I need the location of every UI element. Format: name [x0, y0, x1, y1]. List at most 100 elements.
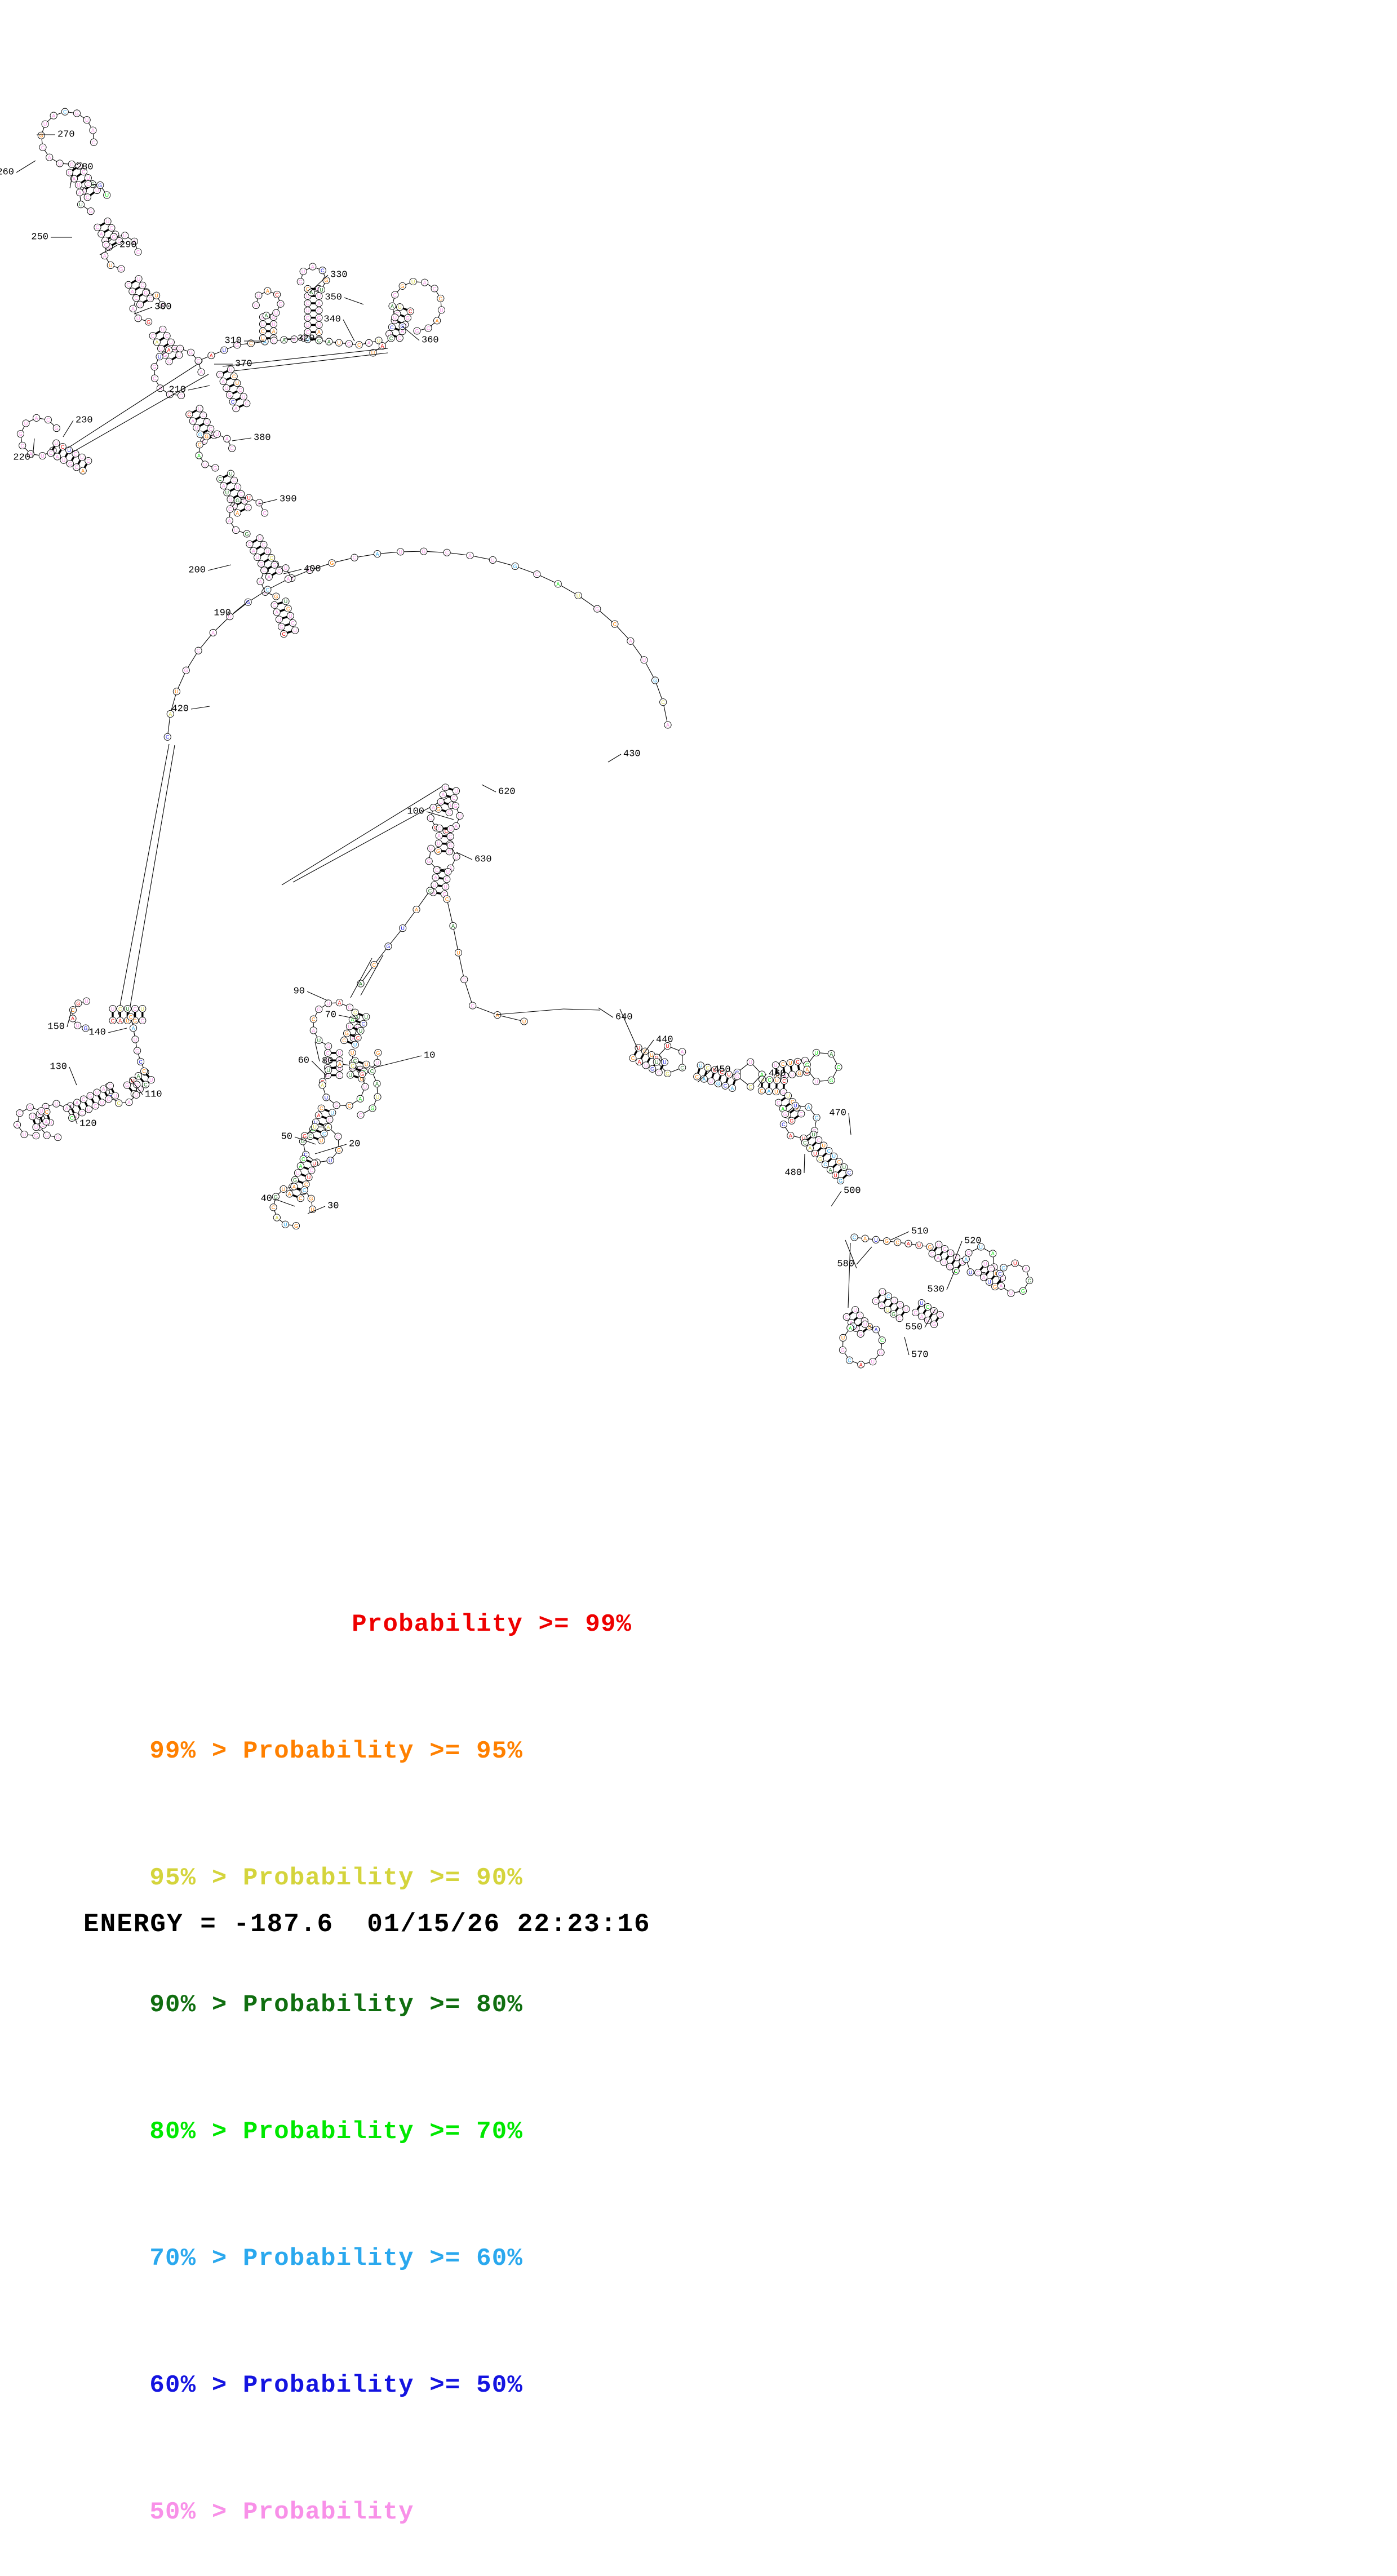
nucleotide: A [1023, 1265, 1030, 1272]
nucleotide: A [117, 1017, 123, 1024]
nucleotide-circle [145, 318, 152, 325]
nucleotide: C [815, 1136, 822, 1143]
nucleotide: U [453, 787, 459, 794]
nucleotide: C [446, 848, 453, 855]
nucleotide-circle [326, 1116, 333, 1123]
nucleotide-circle [109, 1005, 116, 1012]
nucleotide: U [438, 307, 445, 313]
nucleotide-circle [54, 453, 60, 460]
nucleotide-circle [326, 338, 332, 345]
nucleotide: C [357, 1112, 364, 1118]
nucleotide: A [555, 581, 561, 587]
nucleotide-circle [164, 733, 171, 740]
nucleotide: G [796, 1070, 803, 1077]
nucleotide: C [105, 1096, 112, 1103]
nucleotide: C [261, 567, 268, 574]
nucleotide: A [963, 1256, 969, 1263]
nucleotide-circle [1012, 1260, 1018, 1267]
legend-label-50: 60% > Probability >= 50% [149, 2371, 523, 2400]
nucleotide: C [227, 506, 233, 512]
nucleotide: A [309, 263, 316, 270]
nucleotide-circle [256, 535, 263, 542]
nucleotide-circle [437, 798, 444, 805]
nucleotide: U [53, 1100, 60, 1107]
nucleotide: U [862, 1321, 868, 1327]
nucleotide: U [94, 1089, 100, 1096]
nucleotide-circle [440, 791, 446, 798]
nucleotide-circle [407, 308, 414, 315]
nucleotide-circle [336, 1050, 343, 1056]
nucleotide: C [846, 1169, 853, 1176]
nucleotide-circle [436, 833, 442, 839]
numbering-text: 290 [119, 240, 137, 251]
nucleotide: U [831, 1153, 837, 1159]
nucleotide: A [433, 317, 440, 324]
nucleotide: U [653, 1059, 660, 1065]
nucleotide: U [427, 815, 434, 821]
nucleotide-circle [489, 556, 496, 563]
nucleotide: C [346, 1103, 353, 1109]
nucleotide-circle [315, 1112, 322, 1118]
nucleotide: G [788, 1117, 795, 1124]
nucleotide-circle [399, 282, 406, 289]
nucleotide: U [223, 384, 230, 391]
nucleotide: G [359, 1071, 366, 1078]
nucleotide: U [323, 1094, 330, 1101]
nucleotide: U [772, 1062, 779, 1069]
nucleotide-circle [127, 1013, 134, 1020]
nucleotide-circle [153, 292, 160, 299]
nucleotide-circle [104, 192, 110, 198]
numbering-text: 70 [325, 1010, 336, 1021]
nucleotide-circle [438, 307, 445, 313]
nucleotide: U [259, 335, 266, 342]
nucleotide: U [112, 1092, 118, 1099]
nucleotide-circle [259, 327, 266, 334]
nucleotide: C [304, 315, 311, 321]
nucleotide-circle [202, 461, 209, 468]
nucleotide-circle [704, 1064, 711, 1071]
nucleotide-circle [349, 1049, 356, 1056]
nucleotide-circle [129, 288, 136, 295]
numbering-text: 460 [769, 1069, 786, 1079]
nucleotide: C [941, 1245, 948, 1252]
nucleotide: C [879, 1337, 885, 1344]
nucleotide-circle [780, 1121, 787, 1128]
nucleotide-circle [653, 1059, 660, 1065]
nucleotide: U [282, 1221, 289, 1228]
nucleotide: G [329, 560, 335, 566]
nucleotide: U [132, 1036, 139, 1043]
nucleotide: G [385, 943, 392, 950]
nucleotide-circle [747, 1059, 754, 1065]
nucleotide-circle [224, 435, 230, 442]
nucleotide-circle [234, 379, 241, 386]
nucleotide-circle [747, 1083, 754, 1090]
nucleotide-circle [258, 560, 264, 567]
nucleotide-circle [846, 1357, 853, 1364]
nucleotide-circle [805, 1104, 812, 1110]
nucleotide: A [130, 1025, 136, 1032]
nucleotide-circle [847, 1325, 854, 1331]
nucleotide-circle [159, 326, 166, 333]
nucleotide: U [245, 494, 252, 501]
nucleotide-circle [437, 295, 444, 302]
nucleotide: U [300, 268, 307, 275]
numbering-text: 90 [294, 986, 305, 997]
nucleotide-circle [291, 1183, 298, 1190]
nucleotide: C [324, 1050, 331, 1056]
nucleotide: G [66, 460, 73, 467]
nucleotide-circle [276, 568, 282, 574]
nucleotide-circle [410, 278, 416, 285]
nucleotide: A [281, 337, 287, 343]
nucleotide: C [447, 833, 454, 840]
nucleotide: G [890, 1311, 897, 1317]
nucleotide-circle [294, 1170, 301, 1176]
nucleotide: C [271, 601, 278, 608]
nucleotide: U [77, 201, 84, 208]
nucleotide-circle [220, 483, 227, 489]
nucleotide-circle [229, 445, 236, 452]
nucleotide-circle [352, 1041, 358, 1048]
nucleotide: G [38, 132, 45, 139]
nucleotide-circle [385, 943, 392, 950]
nucleotide: U [708, 1078, 715, 1085]
nucleotide-circle [117, 1005, 123, 1012]
